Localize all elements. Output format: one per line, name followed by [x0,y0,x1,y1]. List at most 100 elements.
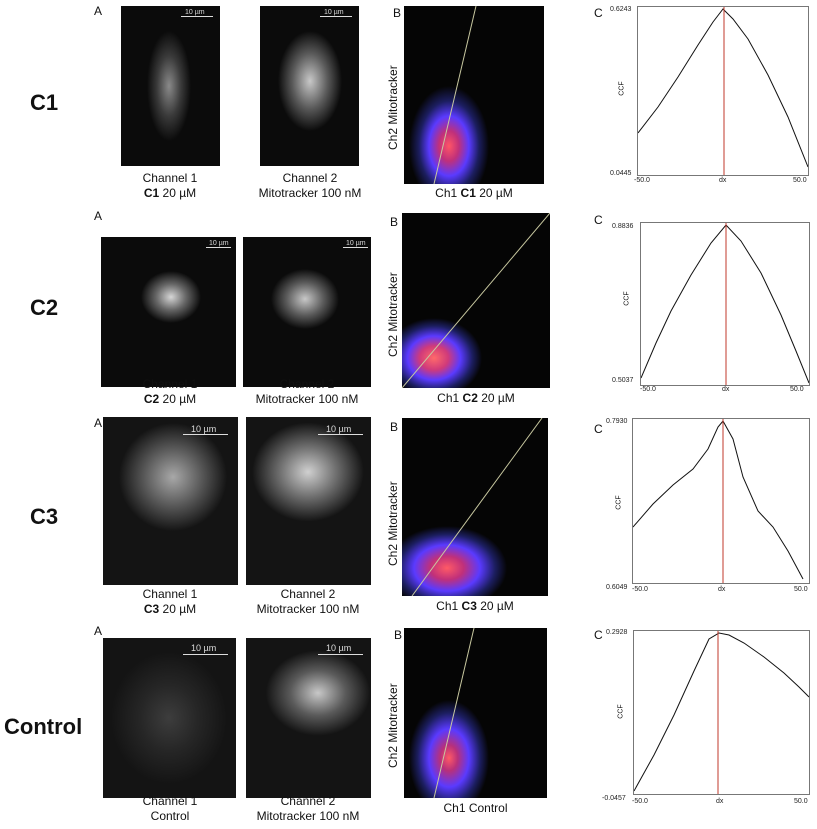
ccf-x-min: -50.0 [634,177,650,184]
micrograph-channel-1: 10 µm [103,638,236,798]
caption-line: Mitotracker 100 nM [256,809,360,823]
ccf-x-min: -50.0 [632,586,648,593]
compound-name: C2 [143,392,160,406]
row-label: C3 [30,504,59,529]
caption-line: Control [110,809,230,824]
ccf-y-label: CCF [623,291,631,306]
ccf-y-label: CCF [615,495,623,510]
ccf-x-label: dx [718,586,726,593]
ccf-x-max: 50.0 [794,586,808,593]
ccf-x-max: 50.0 [794,798,808,805]
caption-channel-1: Channel 1 Control [110,794,230,824]
scale-bar-label: 10 µm [326,424,352,434]
caption-line: Channel 2 [280,587,336,601]
scatter-y-label: Ch2 Mitotracker [386,481,400,566]
ccf-y-max: 0.2928 [606,629,628,636]
micrograph-channel-2: 10 µm [260,6,359,166]
panel-c-label: C [594,213,603,227]
concentration: Control [150,809,190,823]
ccf-x-min: -50.0 [640,386,656,393]
micrograph-channel-2: 10 µm [243,237,371,387]
row-c1: C1 A 10 µm 10 µm Channel 1 C1 20 µM Chan… [0,0,817,200]
row-label: Control [4,714,83,739]
scale-bar [318,434,363,435]
caption-channel-2: Channel 2 Mitotracker 100 nM [242,377,372,407]
scale-bar-label: 10 µm [324,9,344,16]
caption-channel-1: Channel 1 C2 20 µM [110,377,230,407]
ccf-plot [640,222,810,386]
ccf-x-label: dx [716,798,724,805]
panel-c-label: C [594,628,603,642]
colocalization-scatter-plot [404,6,544,184]
ccf-y-max: 0.7930 [606,418,628,425]
caption-line: Channel 2 [282,171,338,185]
ccf-x-max: 50.0 [793,177,807,184]
regression-line [402,213,550,388]
micrograph-channel-2: 10 µm [246,638,371,798]
ccf-x-max: 50.0 [790,386,804,393]
scale-bar-label: 10 µm [185,9,205,16]
scale-bar-label: 10 µm [209,240,229,247]
scatter-x-label: Ch1 C2 20 µM [437,391,515,405]
ccf-y-min: 0.6049 [606,584,628,591]
scale-bar-label: 10 µm [191,643,217,653]
compound-name: C1 [143,186,160,200]
scatter-y-label: Ch2 Mitotracker [386,683,400,768]
caption-channel-2: Channel 2 Mitotracker 100 nM [243,794,373,824]
scatter-y-label: Ch2 Mitotracker [386,65,400,150]
row-label: C2 [30,295,59,320]
row-control: Control A 10 µm 10 µm Channel 1 Control … [0,618,817,829]
caption-channel-1: Channel 1 C1 20 µM [110,171,230,201]
ccf-y-min: -0.0457 [602,795,626,802]
regression-line [411,418,543,596]
scale-bar [320,16,352,17]
concentration: 20 µM [159,392,197,406]
caption-line: Channel 1 [142,171,198,185]
scatter-x-label: Ch1 C3 20 µM [436,599,514,613]
panel-c-label: C [594,422,603,436]
caption-line: Channel 1 [142,794,198,808]
ccf-plot [632,418,810,584]
concentration: 20 µM [159,186,197,200]
caption-channel-2: Channel 2 Mitotracker 100 nM [245,171,375,201]
micrograph-channel-1: 10 µm [101,237,236,387]
colocalization-scatter-plot [402,418,548,596]
ccf-plot [633,630,810,795]
compound-name: C3 [143,602,160,616]
scale-bar [181,16,213,17]
caption-line: Channel 1 [142,377,198,391]
colocalization-scatter-plot [402,213,550,388]
colocalization-scatter-plot [404,628,547,798]
ccf-y-max: 0.6243 [610,6,632,13]
row-label: C1 [30,90,59,115]
micrograph-channel-1: 10 µm [103,417,238,585]
scale-bar-label: 10 µm [191,424,217,434]
caption-line: C3 20 µM [110,602,230,617]
scale-bar [183,654,228,655]
panel-a-label: A [94,624,103,638]
ccf-x-label: dx [719,177,727,184]
regression-line [433,6,477,184]
panel-c-label: C [594,6,603,20]
caption-channel-1: Channel 1 C3 20 µM [110,587,230,617]
panel-a-label: A [94,416,103,430]
caption-line: Mitotracker 100 nM [256,602,360,616]
ccf-x-min: -50.0 [632,798,648,805]
ccf-y-label: CCF [617,704,625,719]
scale-bar [183,434,228,435]
caption-line: Mitotracker 100 nM [255,392,359,406]
micrograph-channel-2: 10 µm [246,417,371,585]
panel-b-label: B [390,215,399,229]
scale-bar-label: 10 µm [346,240,366,247]
ccf-y-max: 0.8836 [612,223,634,230]
row-c3: C3 A 10 µm 10 µm Channel 1 C3 20 µM Chan… [0,414,817,617]
scale-bar [318,654,363,655]
scale-bar [206,247,231,248]
scatter-x-label: Ch1 Control [443,801,508,815]
panel-b-label: B [394,628,403,642]
concentration: 20 µM [159,602,197,616]
panel-a-label: A [94,209,103,223]
scatter-x-label: Ch1 C1 20 µM [435,186,513,200]
caption-line: Channel 2 [279,377,335,391]
caption-line: Channel 1 [142,587,198,601]
